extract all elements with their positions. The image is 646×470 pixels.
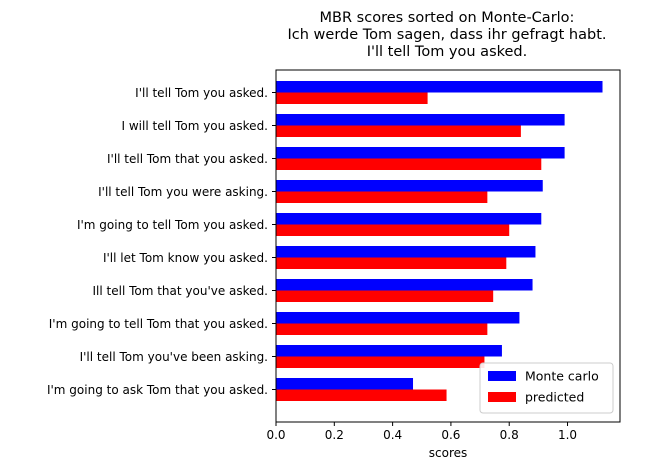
y-tick-label: I'll tell Tom that you asked. [107,152,268,166]
y-tick-label: Ill tell Tom that you've asked. [93,284,269,298]
y-tick-label: I'll tell Tom you asked. [135,86,268,100]
bar-predicted [276,158,542,170]
bar-monte-carlo [276,213,542,225]
x-tick-label: 0.2 [325,428,344,442]
bars-group [276,81,603,401]
bar-monte-carlo [276,345,502,357]
y-tick-label: I'm going to tell Tom you asked. [77,218,268,232]
legend-label: Monte carlo [525,369,599,384]
legend-label: predicted [525,390,584,405]
bar-monte-carlo [276,180,543,192]
bar-monte-carlo [276,378,414,390]
x-tick-label: 0.6 [441,428,460,442]
chart-title-line: I'll tell Tom you asked. [367,44,528,60]
chart-title-line: MBR scores sorted on Monte-Carlo: [320,10,575,26]
bar-monte-carlo [276,81,603,93]
y-tick-label: I'm going to tell Tom that you asked. [49,317,268,331]
y-tick-label: I'm going to ask Tom that you asked. [47,383,268,397]
legend: Monte carlo predicted [479,362,614,414]
bar-monte-carlo [276,279,533,291]
y-tick-label: I'll let Tom know you asked. [103,251,268,265]
x-axis-ticks: 0.0 0.2 0.4 0.6 0.8 1.0 [266,422,577,442]
bar-predicted [276,92,428,104]
x-axis-label: scores [429,446,468,460]
bar-predicted [276,323,488,335]
plot-area-frame [275,69,621,423]
chart-title: MBR scores sorted on Monte-Carlo:Ich wer… [288,10,607,60]
y-tick-label: I'll tell Tom you were asking. [98,185,268,199]
bar-predicted [276,389,447,401]
x-tick-label: 0.4 [383,428,402,442]
x-tick-label: 0.0 [266,428,285,442]
y-tick-label: I will tell Tom you asked. [122,119,269,133]
y-axis-ticks: I'll tell Tom you asked. I will tell Tom … [47,86,276,397]
bar-monte-carlo [276,312,520,324]
bar-predicted [276,224,510,236]
bar-predicted [276,290,494,302]
bar-monte-carlo [276,114,565,126]
bar-predicted [276,125,521,137]
bar-predicted [276,257,507,269]
bar-predicted [276,191,488,203]
chart-title-line: Ich werde Tom sagen, dass ihr gefragt ha… [288,27,607,43]
bar-monte-carlo [276,147,565,159]
bar-monte-carlo [276,246,536,258]
legend-swatch-monte-carlo [488,371,516,381]
x-tick-label: 1.0 [558,428,577,442]
y-tick-label: I'll tell Tom you've been asking. [80,350,268,364]
legend-swatch-predicted [488,392,516,402]
bar-predicted [276,356,485,368]
x-tick-label: 0.8 [500,428,519,442]
